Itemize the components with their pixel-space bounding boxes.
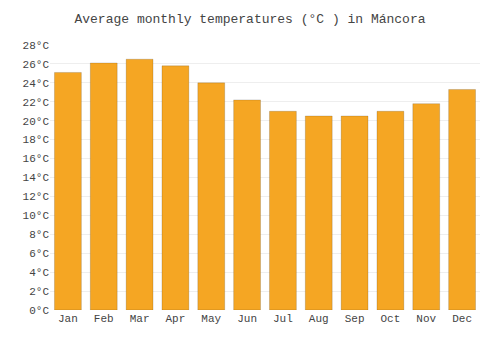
svg-text:20°C: 20°C xyxy=(23,116,50,128)
svg-text:Dec: Dec xyxy=(452,313,472,325)
svg-text:26°C: 26°C xyxy=(23,59,50,71)
svg-text:12°C: 12°C xyxy=(23,191,50,203)
svg-text:0°C: 0°C xyxy=(29,305,49,317)
svg-text:8°C: 8°C xyxy=(29,229,49,241)
svg-text:10°C: 10°C xyxy=(23,210,50,222)
svg-text:2°C: 2°C xyxy=(29,286,49,298)
svg-text:Average monthly temperatures (: Average monthly temperatures (°C ) in Má… xyxy=(74,12,425,27)
svg-text:Jul: Jul xyxy=(273,313,293,325)
svg-text:Nov: Nov xyxy=(416,313,436,325)
svg-text:Jan: Jan xyxy=(58,313,78,325)
svg-text:24°C: 24°C xyxy=(23,78,50,90)
svg-text:14°C: 14°C xyxy=(23,172,50,184)
svg-text:Aug: Aug xyxy=(309,313,329,325)
svg-text:Sep: Sep xyxy=(345,313,365,325)
svg-text:22°C: 22°C xyxy=(23,97,50,109)
svg-text:May: May xyxy=(201,313,221,325)
svg-text:Apr: Apr xyxy=(166,313,186,325)
svg-text:28°C: 28°C xyxy=(23,40,50,52)
svg-text:6°C: 6°C xyxy=(29,248,49,260)
svg-text:4°C: 4°C xyxy=(29,267,49,279)
svg-text:16°C: 16°C xyxy=(23,153,50,165)
svg-text:Oct: Oct xyxy=(381,313,401,325)
svg-text:Feb: Feb xyxy=(94,313,114,325)
svg-text:Jun: Jun xyxy=(237,313,257,325)
svg-text:Mar: Mar xyxy=(130,313,150,325)
svg-text:18°C: 18°C xyxy=(23,134,50,146)
